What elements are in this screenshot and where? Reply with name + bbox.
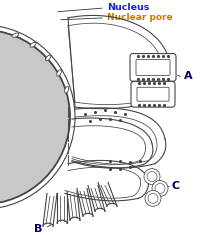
Text: A: A bbox=[184, 71, 193, 81]
Ellipse shape bbox=[45, 55, 51, 61]
Text: Nucleus: Nucleus bbox=[107, 4, 149, 12]
Text: Nuclear pore: Nuclear pore bbox=[107, 13, 173, 22]
Circle shape bbox=[0, 30, 70, 204]
FancyBboxPatch shape bbox=[130, 54, 176, 81]
Circle shape bbox=[152, 180, 168, 196]
Ellipse shape bbox=[30, 42, 36, 47]
FancyBboxPatch shape bbox=[131, 81, 175, 107]
Ellipse shape bbox=[12, 33, 19, 37]
Circle shape bbox=[145, 190, 161, 206]
Ellipse shape bbox=[65, 86, 69, 93]
Circle shape bbox=[144, 168, 160, 184]
Text: B: B bbox=[34, 224, 42, 234]
Ellipse shape bbox=[57, 70, 61, 76]
Text: C: C bbox=[172, 181, 180, 192]
